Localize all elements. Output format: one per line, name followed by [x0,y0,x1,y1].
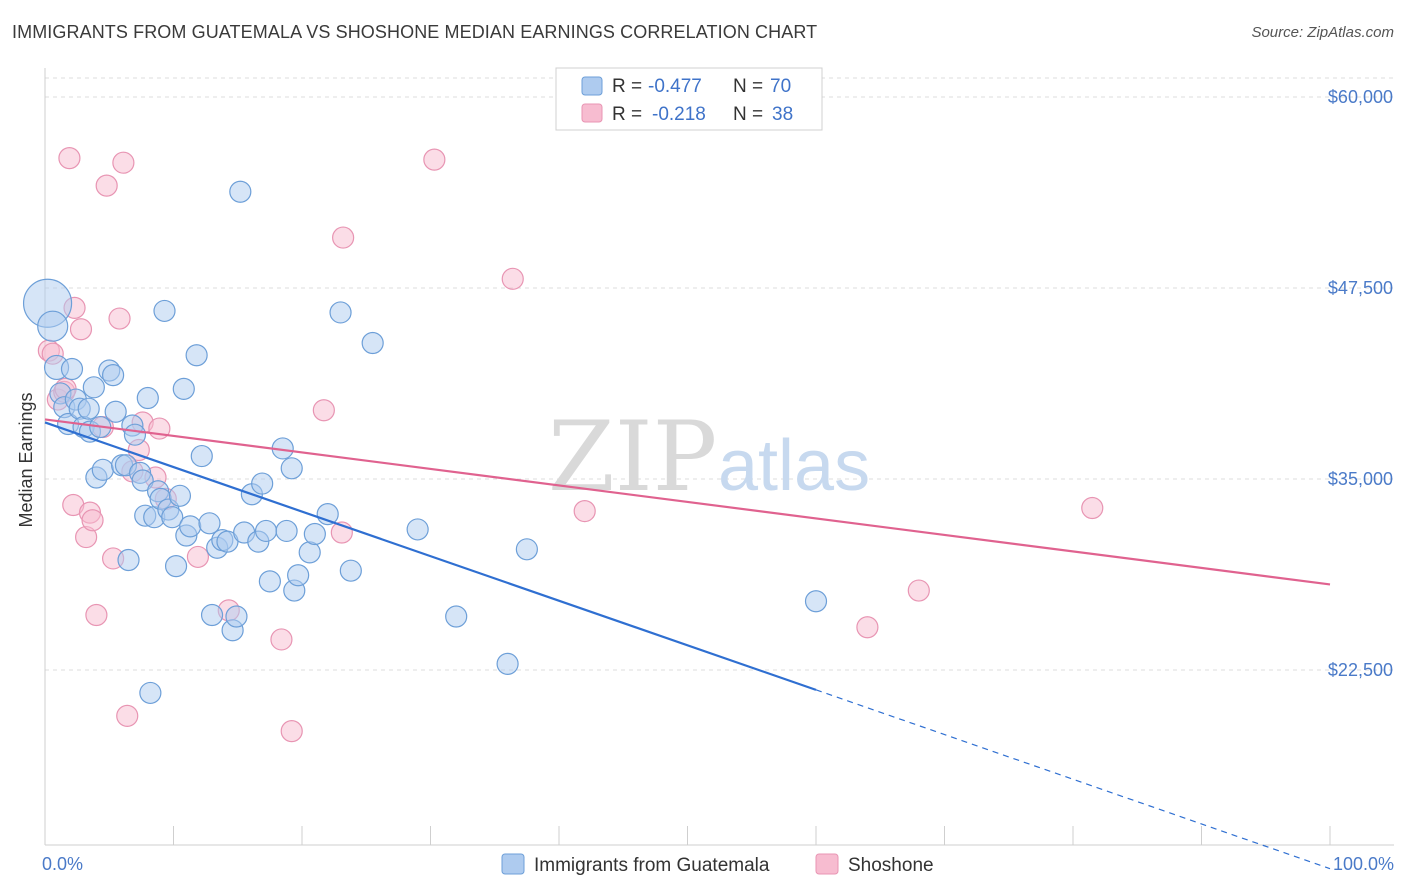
point-blue-57 [275,519,298,543]
point-pink-33 [501,267,524,290]
point-blue-67 [406,518,429,541]
point-blue-25 [131,469,154,492]
legend-swatch-pink [581,103,603,123]
y-tick-label-3: $60,000 [1328,87,1393,107]
point-blue-21 [117,548,140,572]
point-pink-29 [312,399,335,422]
trend-line-pink [44,418,1331,586]
bottom-legend: Immigrants from Guatemala Shoshone [501,853,934,876]
legend-n-label-1: N = [733,76,763,97]
legend-r-label-1: R = [612,76,642,97]
point-blue-43 [200,603,224,627]
point-pink-32 [423,148,446,171]
legend-r-label-2: R = [612,104,642,125]
bottom-legend-label-1: Immigrants from Guatemala [534,855,770,876]
point-blue-37 [172,377,195,400]
point-blue-32 [153,299,176,323]
point-blue-15 [91,458,114,481]
point-pink-36 [907,579,930,602]
legend-box: R = -0.477 N = 70 R = -0.218 N = 38 [555,67,823,131]
trend-line-blue-extension [815,689,1331,870]
point-blue-23 [123,423,147,446]
point-blue-40 [185,344,208,367]
point-blue-68 [445,605,468,628]
axes [44,68,1394,846]
x-tick-label-0: 0.0% [42,854,83,874]
point-blue-53 [251,472,274,495]
point-blue-58 [280,457,303,480]
point-blue-71 [804,590,828,613]
point-blue-48 [225,605,248,628]
trend-lines [44,418,1331,870]
watermark-zip: ZIP [548,401,717,513]
point-pink-34 [573,499,596,523]
point-blue-65 [339,559,362,582]
point-pink-27 [270,628,293,651]
point-pink-5 [58,147,81,170]
point-blue-36 [168,484,192,507]
point-blue-39 [179,515,202,538]
point-blue-42 [198,512,221,535]
x-tick-labels: 0.0% 100.0% [42,854,1394,874]
legend-n-label-2: N = [733,104,763,125]
point-pink-37 [1081,496,1104,520]
y-tick-labels: $22,500 $35,000 $47,500 $60,000 [1328,87,1393,680]
point-blue-64 [329,301,352,324]
legend-r-value-2: -0.218 [652,104,706,125]
point-pink-14 [95,174,118,197]
grid-lines [45,77,1394,671]
legend-n-value-1: 70 [770,76,791,97]
point-blue-10 [77,397,100,420]
point-pink-11 [81,509,104,532]
legend-n-value-2: 38 [772,104,793,125]
point-blue-60 [287,564,310,587]
point-blue-18 [104,400,127,423]
watermark-atlas: atlas [718,426,870,506]
point-pink-18 [116,704,139,727]
point-blue-49 [229,180,252,203]
chart-source: Source: ZipAtlas.com [1251,24,1394,41]
bottom-legend-label-2: Shoshone [848,855,934,876]
point-blue-17 [102,363,125,387]
point-blue-66 [361,331,384,355]
point-blue-34 [161,506,184,529]
point-blue-6 [60,357,84,381]
point-pink-12 [85,603,108,627]
x-tick-label-1: 100.0% [1333,854,1394,874]
point-pink-25 [186,545,210,569]
point-blue-70 [515,538,538,561]
point-blue-41 [190,444,213,468]
point-blue-61 [298,541,321,564]
point-blue-35 [164,554,188,578]
point-pink-35 [856,616,879,639]
point-pink-8 [69,318,93,341]
point-pink-31 [332,226,355,249]
trend-line-blue [44,421,817,691]
bottom-legend-swatch-pink [815,853,839,875]
chart-title: IMMIGRANTS FROM GUATEMALA VS SHOSHONE ME… [12,22,818,42]
point-pink-16 [108,307,131,330]
point-blue-12 [82,376,105,399]
y-axis-label: Median Earnings [16,392,36,527]
point-pink-28 [280,720,303,743]
legend-swatch-blue [581,76,603,96]
point-blue-27 [136,386,159,410]
y-tick-label-1: $35,000 [1328,469,1393,489]
y-tick-label-0: $22,500 [1328,660,1393,680]
point-blue-1 [37,310,69,342]
point-blue-54 [254,519,278,543]
point-blue-69 [496,652,519,675]
point-blue-62 [303,522,326,546]
point-pink-17 [112,151,135,174]
point-blue-28 [139,681,162,705]
legend-r-value-1: -0.477 [648,76,702,97]
bottom-legend-swatch-blue [501,853,525,875]
y-tick-label-2: $47,500 [1328,278,1393,298]
point-blue-55 [258,570,281,593]
